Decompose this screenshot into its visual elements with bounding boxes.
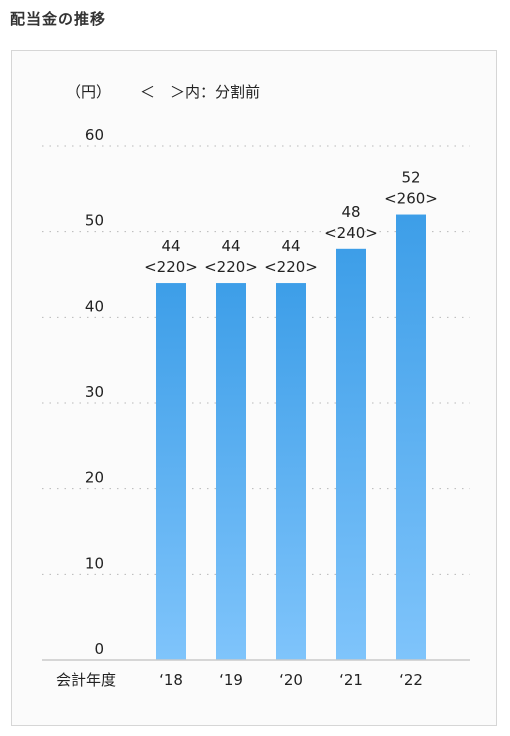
page-title: 配当金の推移 [10,10,107,28]
y-tick-label: 30 [85,383,104,401]
bar-value-label: 48 [341,203,360,221]
pre-split-value-label: <240> [324,224,378,242]
bar-value-label: 44 [161,237,180,255]
bar [336,248,366,661]
unit-label: （円） [66,83,111,101]
x-tick-label: ‘22 [399,671,423,689]
x-tick-label: ‘18 [159,671,183,689]
x-tick-label: ‘19 [219,671,243,689]
y-tick-label: 40 [85,297,104,315]
x-axis-label: 会計年度 [56,671,116,689]
data-labels: 44 <220> 44 <220> 44 <220> 48 <240> 52 <260> [144,169,438,277]
y-tick-label: 20 [85,469,104,487]
y-axis-ticks: 0 10 20 30 40 50 60 [85,126,104,658]
bar-value-label: 44 [281,237,300,255]
bar [396,214,426,661]
y-tick-label: 50 [85,212,104,230]
pre-split-value-label: <220> [144,258,198,276]
legend-note: ＜ ＞内：分割前 [140,83,260,101]
y-tick-label: 10 [85,554,104,572]
bar [156,283,186,660]
y-tick-label: 60 [85,126,104,144]
bar-value-label: 44 [221,237,240,255]
pre-split-value-label: <220> [264,258,318,276]
pre-split-value-label: <220> [204,258,258,276]
pre-split-value-label: <260> [384,190,438,208]
bars [156,214,426,661]
x-tick-label: ‘20 [279,671,303,689]
bar [216,283,246,660]
x-axis: ‘18 ‘19 ‘20 ‘21 ‘22 [42,659,470,689]
x-tick-label: ‘21 [339,671,363,689]
y-tick-label: 0 [94,640,104,658]
bar-value-label: 52 [401,169,420,187]
bar [276,283,306,660]
